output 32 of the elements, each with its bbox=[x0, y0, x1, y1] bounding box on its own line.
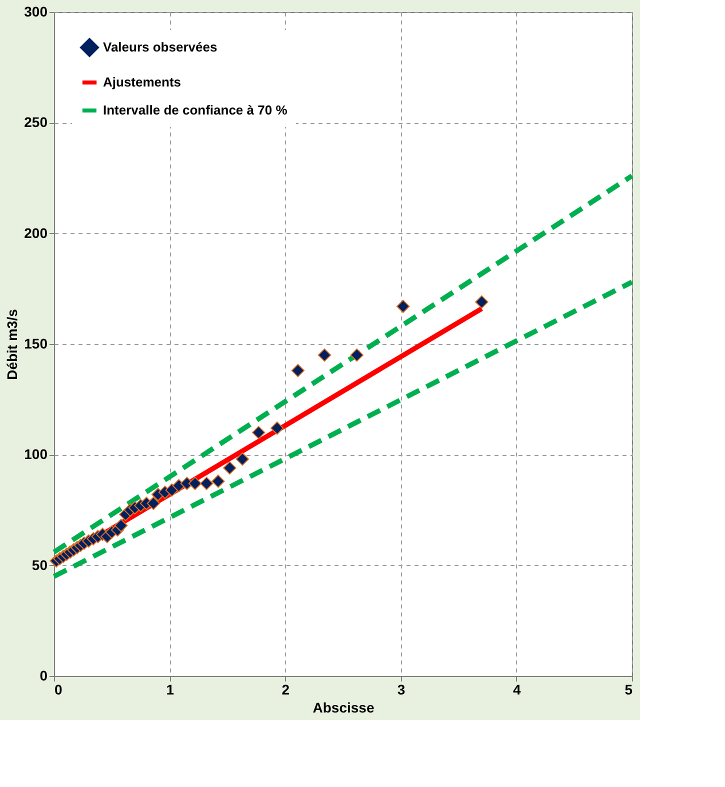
point bbox=[396, 300, 410, 313]
point bbox=[252, 426, 266, 440]
legend-label: Ajustements bbox=[103, 74, 182, 90]
y-tick-label: 250 bbox=[24, 114, 48, 130]
point bbox=[318, 348, 332, 362]
x-axis-title: Abscisse bbox=[312, 700, 374, 716]
y-axis-title: Débit m3/s bbox=[4, 308, 20, 380]
x-tick-label: 2 bbox=[282, 682, 290, 698]
x-tick-label: 1 bbox=[166, 682, 174, 698]
legend-label: Valeurs observées bbox=[103, 40, 218, 54]
point bbox=[200, 476, 214, 490]
y-tick-label: 150 bbox=[24, 336, 48, 352]
point bbox=[291, 364, 305, 378]
point bbox=[114, 518, 128, 532]
y-tick-label: 100 bbox=[24, 446, 48, 462]
x-tick-label: 0 bbox=[54, 682, 62, 698]
point bbox=[223, 461, 236, 475]
point bbox=[350, 348, 364, 362]
x-tick-label: 3 bbox=[397, 682, 406, 698]
y-tick-label: 0 bbox=[40, 668, 48, 684]
y-tick-label: 200 bbox=[24, 224, 48, 241]
point bbox=[188, 476, 202, 490]
y-tick-label: 50 bbox=[32, 556, 48, 573]
point bbox=[270, 421, 284, 435]
point bbox=[146, 496, 160, 510]
point bbox=[475, 295, 488, 309]
x-tick-label: 5 bbox=[624, 682, 633, 698]
legend-label: Intervalle de confiance à 70 % bbox=[103, 102, 288, 118]
x-tick-label: 4 bbox=[513, 682, 521, 698]
y-tick-label: 300 bbox=[24, 4, 48, 20]
point bbox=[236, 452, 250, 466]
point bbox=[212, 474, 225, 488]
